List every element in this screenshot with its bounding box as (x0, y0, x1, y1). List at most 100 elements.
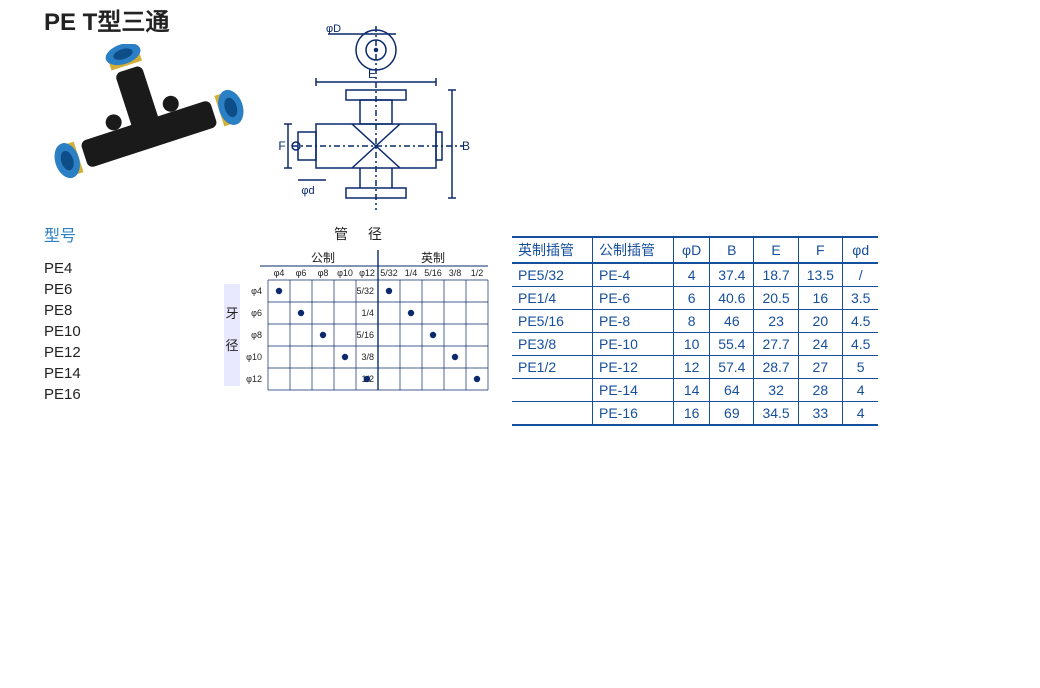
spec-header-cell: 英制插管 (512, 237, 593, 263)
spec-header-cell: φd (842, 237, 878, 263)
label-phiD: φD (326, 23, 341, 35)
spec-cell (512, 379, 593, 402)
label-F: F (278, 139, 285, 153)
spec-cell (512, 402, 593, 426)
spec-header-cell: E (754, 237, 798, 263)
spec-cell: 24 (798, 333, 842, 356)
svg-text:5/32: 5/32 (356, 286, 374, 296)
spec-cell: PE-8 (593, 310, 674, 333)
spec-cell: 4 (842, 402, 878, 426)
model-item: PE10 (44, 321, 81, 342)
svg-text:牙: 牙 (225, 306, 238, 321)
spec-cell: 55.4 (710, 333, 754, 356)
spec-cell: PE-14 (593, 379, 674, 402)
label-phid: φd (301, 185, 314, 197)
svg-text:3/8: 3/8 (449, 268, 462, 278)
spec-cell: 27.7 (754, 333, 798, 356)
spec-cell: 14 (674, 379, 710, 402)
svg-text:φ6: φ6 (296, 268, 307, 278)
spec-cell: PE-10 (593, 333, 674, 356)
compat-title: 管 径 (224, 224, 500, 250)
table-row: PE-16166934.5334 (512, 402, 878, 426)
svg-text:φ6: φ6 (251, 308, 262, 318)
spec-cell: 20.5 (754, 287, 798, 310)
spec-cell: 34.5 (754, 402, 798, 426)
svg-text:φ4: φ4 (274, 268, 285, 278)
spec-cell: 37.4 (710, 263, 754, 287)
svg-text:φ10: φ10 (337, 268, 353, 278)
spec-cell: 5 (842, 356, 878, 379)
compat-chart: 管 径 公制英制φ4φ6φ8φ10φ125/321/45/163/81/2牙径φ… (224, 224, 500, 424)
title-suffix: 型三通 (97, 9, 169, 36)
svg-text:1/4: 1/4 (405, 268, 418, 278)
svg-text:5/16: 5/16 (424, 268, 442, 278)
svg-text:φ12: φ12 (246, 374, 262, 384)
spec-cell: PE-4 (593, 263, 674, 287)
model-item: PE8 (44, 300, 81, 321)
spec-cell: 28.7 (754, 356, 798, 379)
svg-text:φ8: φ8 (251, 330, 262, 340)
svg-text:英制: 英制 (421, 251, 445, 265)
svg-text:φ12: φ12 (359, 268, 375, 278)
spec-cell: 27 (798, 356, 842, 379)
svg-text:3/8: 3/8 (361, 352, 374, 362)
model-list: PE4 PE6 PE8 PE10 PE12 PE14 PE16 (44, 258, 81, 405)
model-item: PE14 (44, 363, 81, 384)
svg-text:5/32: 5/32 (380, 268, 398, 278)
spec-cell: PE1/4 (512, 287, 593, 310)
spec-header-cell: B (710, 237, 754, 263)
spec-cell: PE5/32 (512, 263, 593, 287)
product-image (54, 44, 244, 214)
model-item: PE12 (44, 342, 81, 363)
svg-text:5/16: 5/16 (356, 330, 374, 340)
page-title: PE T型三通 (44, 2, 169, 37)
svg-text:1/2: 1/2 (471, 268, 484, 278)
spec-header-cell: 公制插管 (593, 237, 674, 263)
spec-cell: 3.5 (842, 287, 878, 310)
model-item: PE4 (44, 258, 81, 279)
spec-cell: 33 (798, 402, 842, 426)
spec-body: PE5/32PE-4437.418.713.5/PE1/4PE-6640.620… (512, 263, 878, 425)
spec-cell: 4.5 (842, 333, 878, 356)
spec-header-cell: φD (674, 237, 710, 263)
spec-header-row: 英制插管公制插管φDBEFφd (512, 237, 878, 263)
table-row: PE-14146432284 (512, 379, 878, 402)
compat-grid: 公制 英制 φ4 φ6 φ8 φ10 φ12 5/32 1/4 5/16 3/8 1/2 牙径 φ4 φ6 φ… (224, 250, 500, 424)
spec-cell: 28 (798, 379, 842, 402)
model-item: PE6 (44, 279, 81, 300)
model-item: PE16 (44, 384, 81, 405)
spec-cell: 64 (710, 379, 754, 402)
spec-cell: 12 (674, 356, 710, 379)
spec-cell: 20 (798, 310, 842, 333)
spec-cell: 13.5 (798, 263, 842, 287)
table-row: PE3/8PE-101055.427.7244.5 (512, 333, 878, 356)
spec-cell: 4.5 (842, 310, 878, 333)
label-E: E (368, 67, 376, 81)
svg-text:φ4: φ4 (251, 286, 262, 296)
svg-text:φ10: φ10 (246, 352, 262, 362)
spec-cell: 10 (674, 333, 710, 356)
spec-cell: 4 (842, 379, 878, 402)
svg-text:φ8: φ8 (318, 268, 329, 278)
table-row: PE1/2PE-121257.428.7275 (512, 356, 878, 379)
spec-cell: 8 (674, 310, 710, 333)
table-row: PE5/16PE-884623204.5 (512, 310, 878, 333)
table-row: PE1/4PE-6640.620.5163.5 (512, 287, 878, 310)
spec-cell: 16 (674, 402, 710, 426)
svg-text:公制: 公制 (311, 251, 335, 265)
spec-cell: PE3/8 (512, 333, 593, 356)
svg-text:径: 径 (225, 338, 238, 353)
spec-cell: / (842, 263, 878, 287)
spec-cell: 46 (710, 310, 754, 333)
spec-cell: 69 (710, 402, 754, 426)
spec-cell: PE-6 (593, 287, 674, 310)
model-label: 型号 (44, 222, 76, 246)
spec-cell: 32 (754, 379, 798, 402)
spec-cell: 4 (674, 263, 710, 287)
spec-cell: 40.6 (710, 287, 754, 310)
table-row: PE5/32PE-4437.418.713.5/ (512, 263, 878, 287)
spec-header-cell: F (798, 237, 842, 263)
title-prefix: PE T (44, 9, 97, 36)
spec-cell: PE5/16 (512, 310, 593, 333)
spec-cell: 16 (798, 287, 842, 310)
